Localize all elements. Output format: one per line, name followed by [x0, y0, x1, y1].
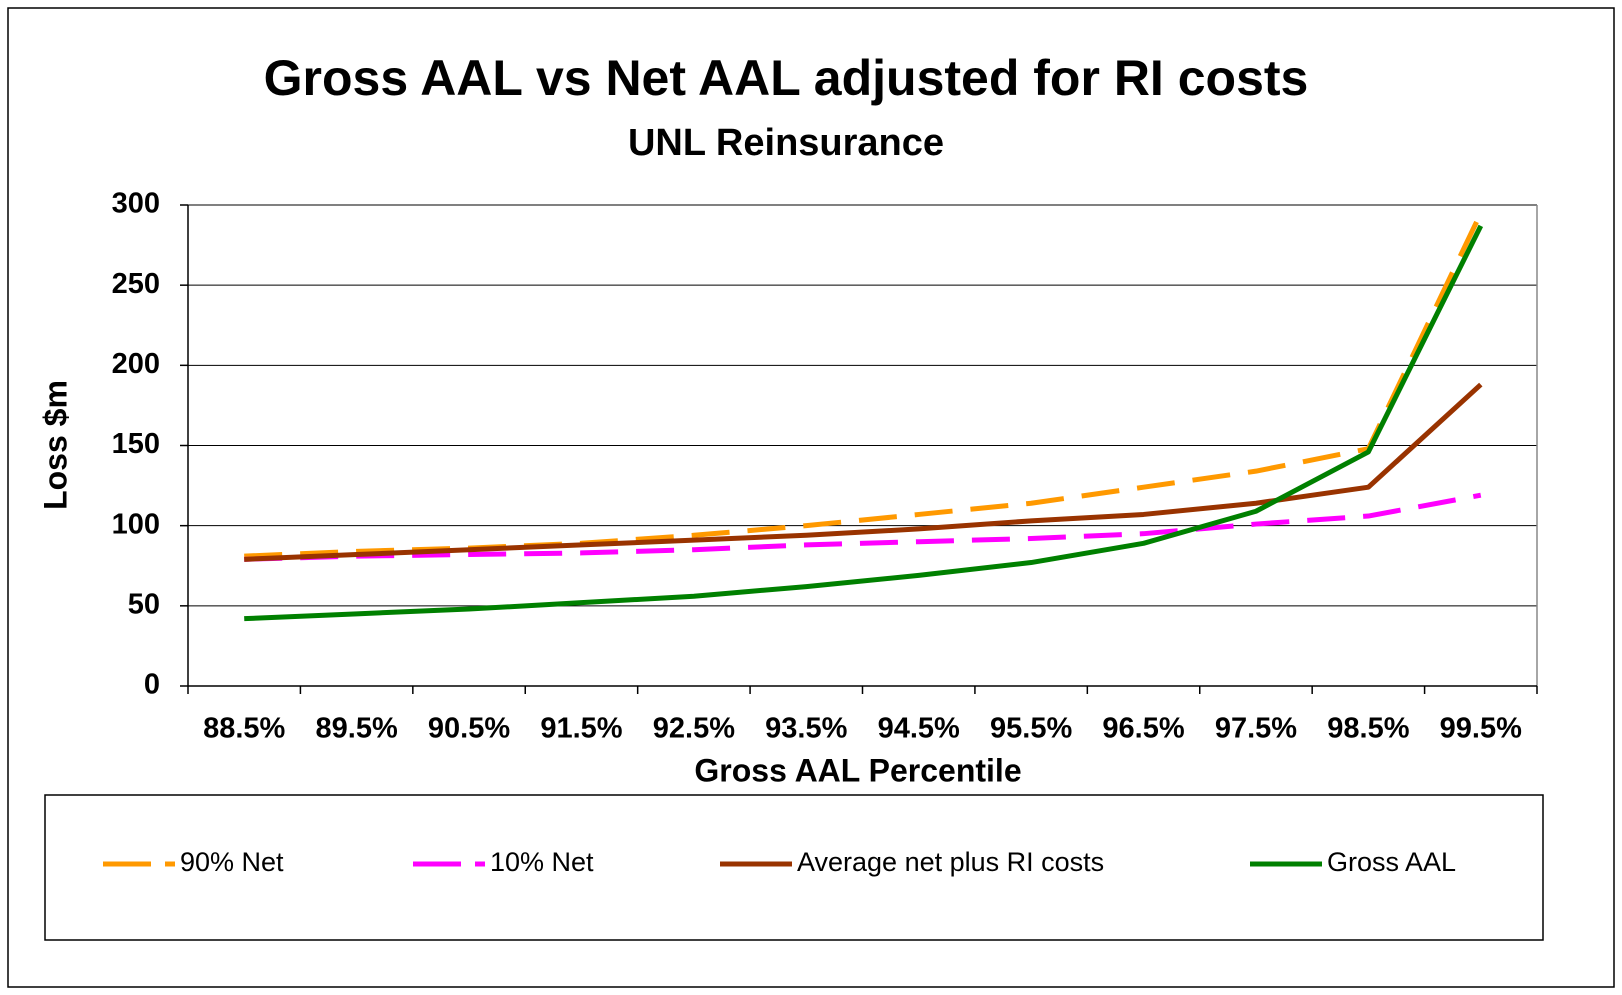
x-tick-label: 90.5% — [428, 713, 510, 745]
legend-label: Average net plus RI costs — [797, 847, 1104, 877]
y-tick-label: 300 — [112, 188, 160, 220]
y-tick-label: 200 — [112, 348, 160, 380]
x-tick-label: 96.5% — [1102, 713, 1184, 745]
chart-subtitle: UNL Reinsurance — [628, 122, 944, 164]
y-axis-title: Loss $m — [37, 380, 73, 510]
y-tick-label: 150 — [112, 428, 160, 460]
x-tick-label: 99.5% — [1440, 713, 1522, 745]
x-tick-label: 95.5% — [990, 713, 1072, 745]
x-tick-label: 89.5% — [316, 713, 398, 745]
x-tick-label: 94.5% — [878, 713, 960, 745]
x-tick-label: 88.5% — [203, 713, 285, 745]
legend-label: Gross AAL — [1327, 847, 1456, 877]
x-tick-label: 93.5% — [765, 713, 847, 745]
x-tick-label: 98.5% — [1327, 713, 1409, 745]
x-tick-label: 97.5% — [1215, 713, 1297, 745]
series-line — [244, 492, 1482, 562]
series-line — [244, 224, 1484, 622]
legend-box — [44, 794, 1544, 941]
series-line — [244, 211, 1484, 559]
y-tick-label: 100 — [112, 508, 160, 540]
y-tick-label: 250 — [112, 268, 160, 300]
x-axis-title: Gross AAL Percentile — [694, 752, 1021, 788]
x-tick-label: 92.5% — [653, 713, 735, 745]
x-tick-label: 91.5% — [540, 713, 622, 745]
y-tick-label: 0 — [144, 669, 160, 701]
y-tick-label: 50 — [128, 588, 160, 620]
legend-label: 10% Net — [490, 847, 594, 877]
legend-label: 90% Net — [180, 847, 284, 877]
chart-title: Gross AAL vs Net AAL adjusted for RI cos… — [264, 50, 1309, 106]
